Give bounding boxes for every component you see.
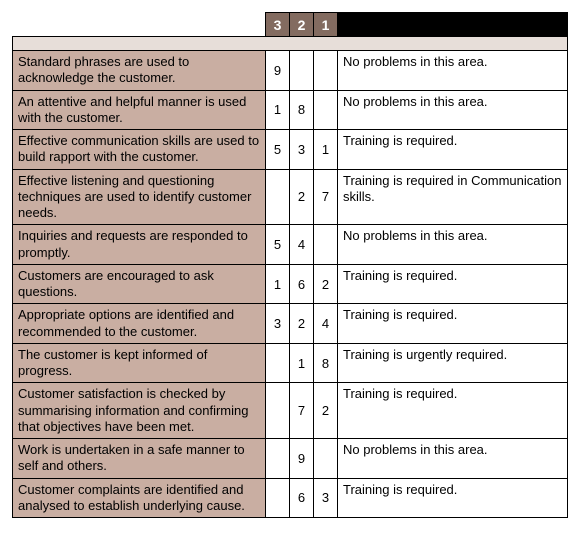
score-3-cell: 1 [266, 90, 290, 130]
score-3-cell [266, 478, 290, 518]
score-2-cell [290, 51, 314, 91]
table-row: Effective communication skills are used … [13, 130, 568, 170]
criterion-cell: Customers are encouraged to ask question… [13, 264, 266, 304]
comment-cell: No problems in this area. [338, 225, 568, 265]
header-blank [13, 13, 266, 37]
score-3-cell [266, 169, 290, 225]
table-row: Work is undertaken in a safe manner to s… [13, 439, 568, 479]
comment-cell: Training is required. [338, 264, 568, 304]
score-1-cell [314, 439, 338, 479]
score-1-cell: 2 [314, 383, 338, 439]
score-1-cell [314, 51, 338, 91]
comment-cell: Training is required. [338, 383, 568, 439]
score-3-cell [266, 343, 290, 383]
criterion-cell: Customer satisfaction is checked by summ… [13, 383, 266, 439]
table-row: Customer complaints are identified and a… [13, 478, 568, 518]
score-2-cell: 2 [290, 169, 314, 225]
assessment-table: 3 2 1 Standard phrases are used to ackno… [12, 12, 568, 518]
score-3-cell: 1 [266, 264, 290, 304]
score-2-cell: 8 [290, 90, 314, 130]
table-row: The customer is kept informed of progres… [13, 343, 568, 383]
score-2-cell: 3 [290, 130, 314, 170]
score-2-cell: 2 [290, 304, 314, 344]
header-comment [338, 13, 568, 37]
comment-cell: No problems in this area. [338, 90, 568, 130]
score-3-cell [266, 439, 290, 479]
score-2-cell: 7 [290, 383, 314, 439]
score-1-cell: 8 [314, 343, 338, 383]
comment-cell: Training is urgently required. [338, 343, 568, 383]
score-3-cell: 9 [266, 51, 290, 91]
score-3-cell: 5 [266, 225, 290, 265]
score-3-cell: 5 [266, 130, 290, 170]
criterion-cell: Work is undertaken in a safe manner to s… [13, 439, 266, 479]
score-1-cell: 1 [314, 130, 338, 170]
header-col-2: 2 [290, 13, 314, 37]
comment-cell: Training is required. [338, 304, 568, 344]
table-row: Inquiries and requests are responded to … [13, 225, 568, 265]
criterion-cell: Effective communication skills are used … [13, 130, 266, 170]
table-row: Customer satisfaction is checked by summ… [13, 383, 568, 439]
criterion-cell: The customer is kept informed of progres… [13, 343, 266, 383]
score-1-cell: 3 [314, 478, 338, 518]
table-row: Customers are encouraged to ask question… [13, 264, 568, 304]
table-row: Standard phrases are used to acknowledge… [13, 51, 568, 91]
table-row: Appropriate options are identified and r… [13, 304, 568, 344]
criterion-cell: An attentive and helpful manner is used … [13, 90, 266, 130]
comment-cell: Training is required. [338, 478, 568, 518]
score-1-cell: 7 [314, 169, 338, 225]
criterion-cell: Inquiries and requests are responded to … [13, 225, 266, 265]
header-row: 3 2 1 [13, 13, 568, 37]
score-1-cell: 2 [314, 264, 338, 304]
score-1-cell [314, 225, 338, 265]
score-1-cell [314, 90, 338, 130]
table-row: Effective listening and questioning tech… [13, 169, 568, 225]
comment-cell: No problems in this area. [338, 51, 568, 91]
score-2-cell: 9 [290, 439, 314, 479]
comment-cell: No problems in this area. [338, 439, 568, 479]
score-2-cell: 6 [290, 478, 314, 518]
criterion-cell: Appropriate options are identified and r… [13, 304, 266, 344]
header-col-3: 3 [266, 13, 290, 37]
spacer-row [13, 37, 568, 51]
comment-cell: Training is required. [338, 130, 568, 170]
score-1-cell: 4 [314, 304, 338, 344]
score-3-cell: 3 [266, 304, 290, 344]
score-2-cell: 1 [290, 343, 314, 383]
criterion-cell: Effective listening and questioning tech… [13, 169, 266, 225]
header-col-1: 1 [314, 13, 338, 37]
comment-cell: Training is required in Communication sk… [338, 169, 568, 225]
score-2-cell: 4 [290, 225, 314, 265]
criterion-cell: Customer complaints are identified and a… [13, 478, 266, 518]
score-3-cell [266, 383, 290, 439]
table-row: An attentive and helpful manner is used … [13, 90, 568, 130]
score-2-cell: 6 [290, 264, 314, 304]
criterion-cell: Standard phrases are used to acknowledge… [13, 51, 266, 91]
